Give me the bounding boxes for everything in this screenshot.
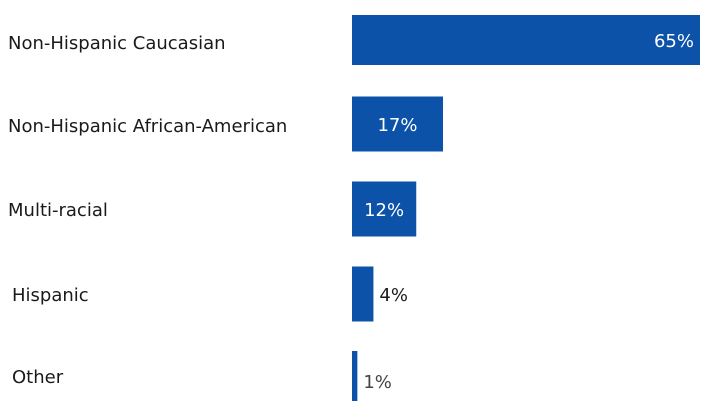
value-label: 17%: [377, 115, 417, 136]
category-label: Hispanic: [12, 285, 89, 306]
value-label: 12%: [364, 200, 404, 221]
value-labels: 65% 17% 12% 4% 1%: [363, 31, 694, 393]
category-label: Other: [12, 367, 64, 388]
category-label: Non-Hispanic Caucasian: [8, 33, 226, 54]
bar: [352, 266, 374, 322]
bar: [352, 351, 358, 401]
bar: [352, 181, 417, 237]
bar: [352, 15, 700, 65]
value-label: 1%: [363, 372, 392, 393]
bar: [352, 96, 444, 152]
category-labels: Non-Hispanic Caucasian Non-Hispanic Afric…: [8, 33, 287, 388]
category-label: Multi-racial: [8, 200, 108, 221]
category-label: Non-Hispanic African-American: [8, 116, 287, 137]
value-label: 4%: [379, 285, 408, 306]
bars: [352, 15, 700, 401]
value-label: 65%: [654, 31, 694, 52]
